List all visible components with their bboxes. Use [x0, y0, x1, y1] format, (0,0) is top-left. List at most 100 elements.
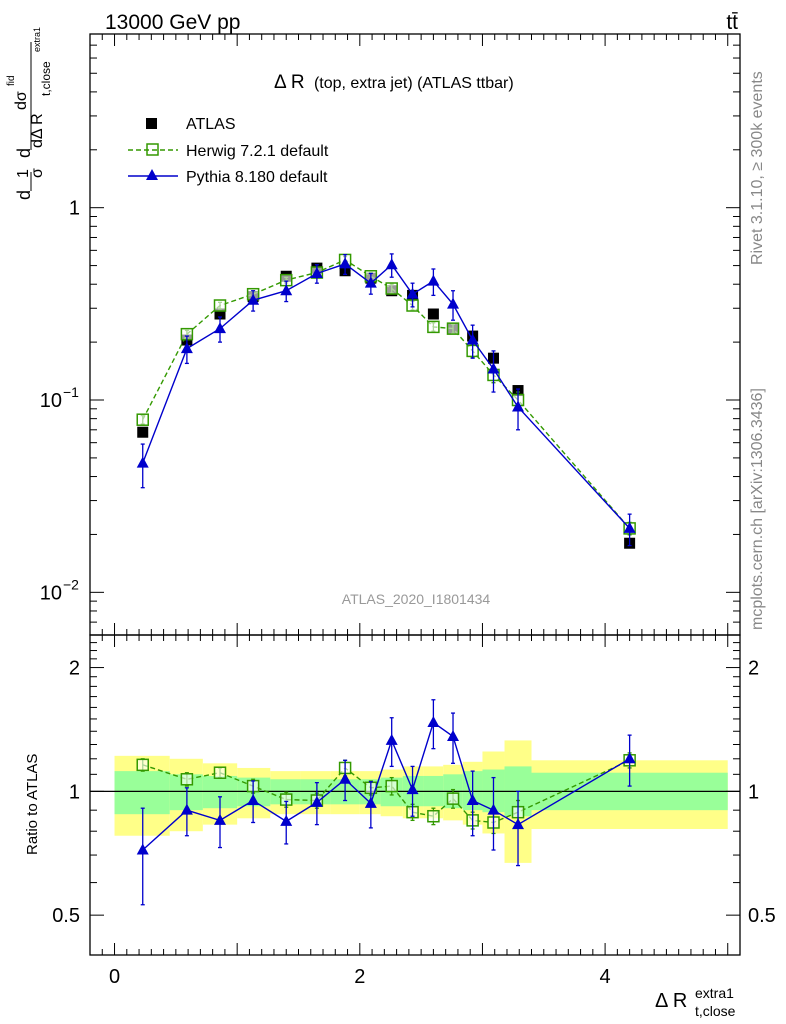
pythia-point-10: [427, 274, 440, 286]
y-tick-label-1: 10: [40, 390, 62, 412]
pythia-point-7: [364, 276, 377, 288]
ratio-tick-label-left-2: 2: [69, 658, 80, 680]
pythia-point-2: [214, 322, 226, 334]
herwig-ratio-point-10: [427, 809, 440, 823]
atlas-point-10: [427, 308, 439, 320]
xlabel-sub: t,close: [695, 1003, 736, 1019]
pythia-point-15: [623, 521, 636, 533]
ylabel-sigma-sup: fid: [6, 75, 17, 86]
legend-pythia-marker: [146, 169, 158, 180]
herwig-ratio-point-2: [213, 766, 227, 779]
y-tick-label-2: 10: [40, 582, 62, 604]
y-tick-exp-2: −2: [63, 576, 79, 592]
pythia-point-8: [385, 258, 398, 270]
legend-herwig-label: Herwig 7.2.1 default: [186, 143, 329, 160]
pythia-point-13: [487, 362, 500, 374]
herwig-ratio-line: [142, 759, 630, 824]
herwig-ratio-point-1: [180, 773, 194, 786]
ratio-tick-label-right-2: 2: [748, 658, 759, 680]
title-main-part: Δ R: [274, 72, 305, 93]
ratio-tick-label-left-1: 1: [69, 781, 80, 803]
pythia-ratio-point-4: [280, 814, 293, 826]
legend-herwig-marker: [146, 143, 159, 156]
pythia-point-3: [247, 293, 260, 305]
pythia-ratio-point-9: [406, 783, 419, 795]
herwig-point-11: [446, 322, 460, 335]
pythia-ratio-line: [142, 721, 630, 851]
pythia-ratio-point-14: [512, 818, 525, 830]
herwig-ratio-point-11: [446, 792, 460, 805]
herwig-line: [142, 259, 631, 529]
xlabel-main: Δ R: [655, 990, 687, 1012]
legend-pythia-label: Pythia 8.180 default: [186, 169, 328, 186]
analysis-label: ATLAS_2020_I1801434: [342, 591, 491, 607]
ratio-tick-label-left-0: 0.5: [52, 905, 80, 927]
atlas-point-2: [214, 308, 226, 320]
x-tick-label-0: 0: [109, 966, 120, 988]
pythia-ratio-point-6: [339, 772, 352, 784]
herwig-point-2: [213, 299, 227, 312]
pythia-ratio-point-7: [364, 796, 377, 808]
herwig-ratio-point-0: [136, 758, 149, 772]
ylabel-d2: d: [14, 148, 34, 158]
legend-atlas-label: ATLAS: [186, 116, 236, 133]
main-panel: Δ R (top, extra jet) (ATLAS ttbar) ATLAS…: [128, 72, 636, 607]
legend-atlas-marker: [146, 118, 157, 129]
x-tick-label-2: 2: [354, 966, 365, 988]
x-tick-label-4: 4: [600, 966, 611, 988]
legend: ATLAS Herwig 7.2.1 default Pythia 8.180 …: [128, 116, 329, 186]
main-title: Δ R (top, extra jet) (ATLAS ttbar): [274, 72, 514, 93]
pythia-point-9: [406, 287, 419, 299]
pythia-ratio-point-13: [487, 803, 500, 815]
pythia-ratio-point-0: [136, 843, 149, 855]
ratio-frame: [89, 634, 741, 956]
ylabel-den-main: dΔ R: [29, 113, 46, 148]
pythia-ratio-point-10: [427, 716, 440, 728]
x-axis-label: Δ R extra1 t,close: [655, 981, 739, 1019]
pythia-point-4: [280, 284, 293, 296]
process-label: tt̄: [726, 11, 738, 34]
ylabel-frac-den: σ: [29, 168, 46, 178]
ratio-tick-label-right-0: 0.5: [748, 905, 776, 927]
pythia-point-6: [339, 257, 352, 269]
ylabel-frac-num: 1: [15, 169, 32, 178]
pythia-point-1: [180, 342, 193, 354]
pythia-point-0: [136, 456, 149, 468]
ratio-y-axis-label: Ratio to ATLAS: [24, 754, 41, 855]
pythia-point-12: [466, 333, 479, 345]
herwig-point-0: [136, 413, 149, 426]
ratio-tick-label-right-1: 1: [748, 781, 759, 803]
main-y-axis-label: d 1 σ d dσ fid dΔ R t,close extra1: [6, 27, 53, 200]
mcplots-label: mcplots.cern.ch [arXiv:1306.3436]: [749, 388, 766, 630]
uncertainty-band-inner-0: [114, 771, 170, 815]
pythia-point-5: [310, 266, 323, 278]
pythia-ratio-point-11: [447, 729, 460, 741]
pythia-line: [142, 263, 631, 529]
herwig-point-10: [427, 320, 440, 334]
xlabel-sup: extra1: [695, 985, 734, 1001]
title-paren-part: (top, extra jet) (ATLAS ttbar): [314, 75, 514, 92]
ylabel-den-sub: t,close: [39, 61, 53, 96]
pythia-ratio-point-3: [247, 794, 260, 806]
ratio-panel: [90, 699, 740, 906]
herwig-ratio-point-8: [385, 779, 398, 793]
ylabel-dsigma: dσ: [13, 91, 30, 110]
pythia-ratio-point-8: [385, 733, 398, 745]
pythia-point-11: [447, 297, 460, 309]
pythia-point-14: [512, 400, 525, 412]
pythia-ratio-point-2: [214, 813, 226, 825]
ylabel-d: d: [14, 190, 34, 200]
ylabel-den-subsup: extra1: [32, 27, 42, 52]
atlas-point-0: [137, 426, 149, 438]
y-tick-exp-1: −1: [63, 384, 79, 400]
pythia-ratio-point-15: [623, 752, 636, 764]
energy-label: 13000 GeV pp: [105, 11, 240, 34]
pythia-ratio-point-1: [180, 803, 193, 815]
rivet-label: Rivet 3.1.10, ≥ 300k events: [749, 71, 766, 265]
pythia-ratio-point-12: [466, 794, 479, 806]
herwig-point-8: [385, 282, 398, 295]
y-tick-label-0: 1: [69, 198, 80, 220]
pythia-ratio-point-5: [310, 795, 323, 807]
